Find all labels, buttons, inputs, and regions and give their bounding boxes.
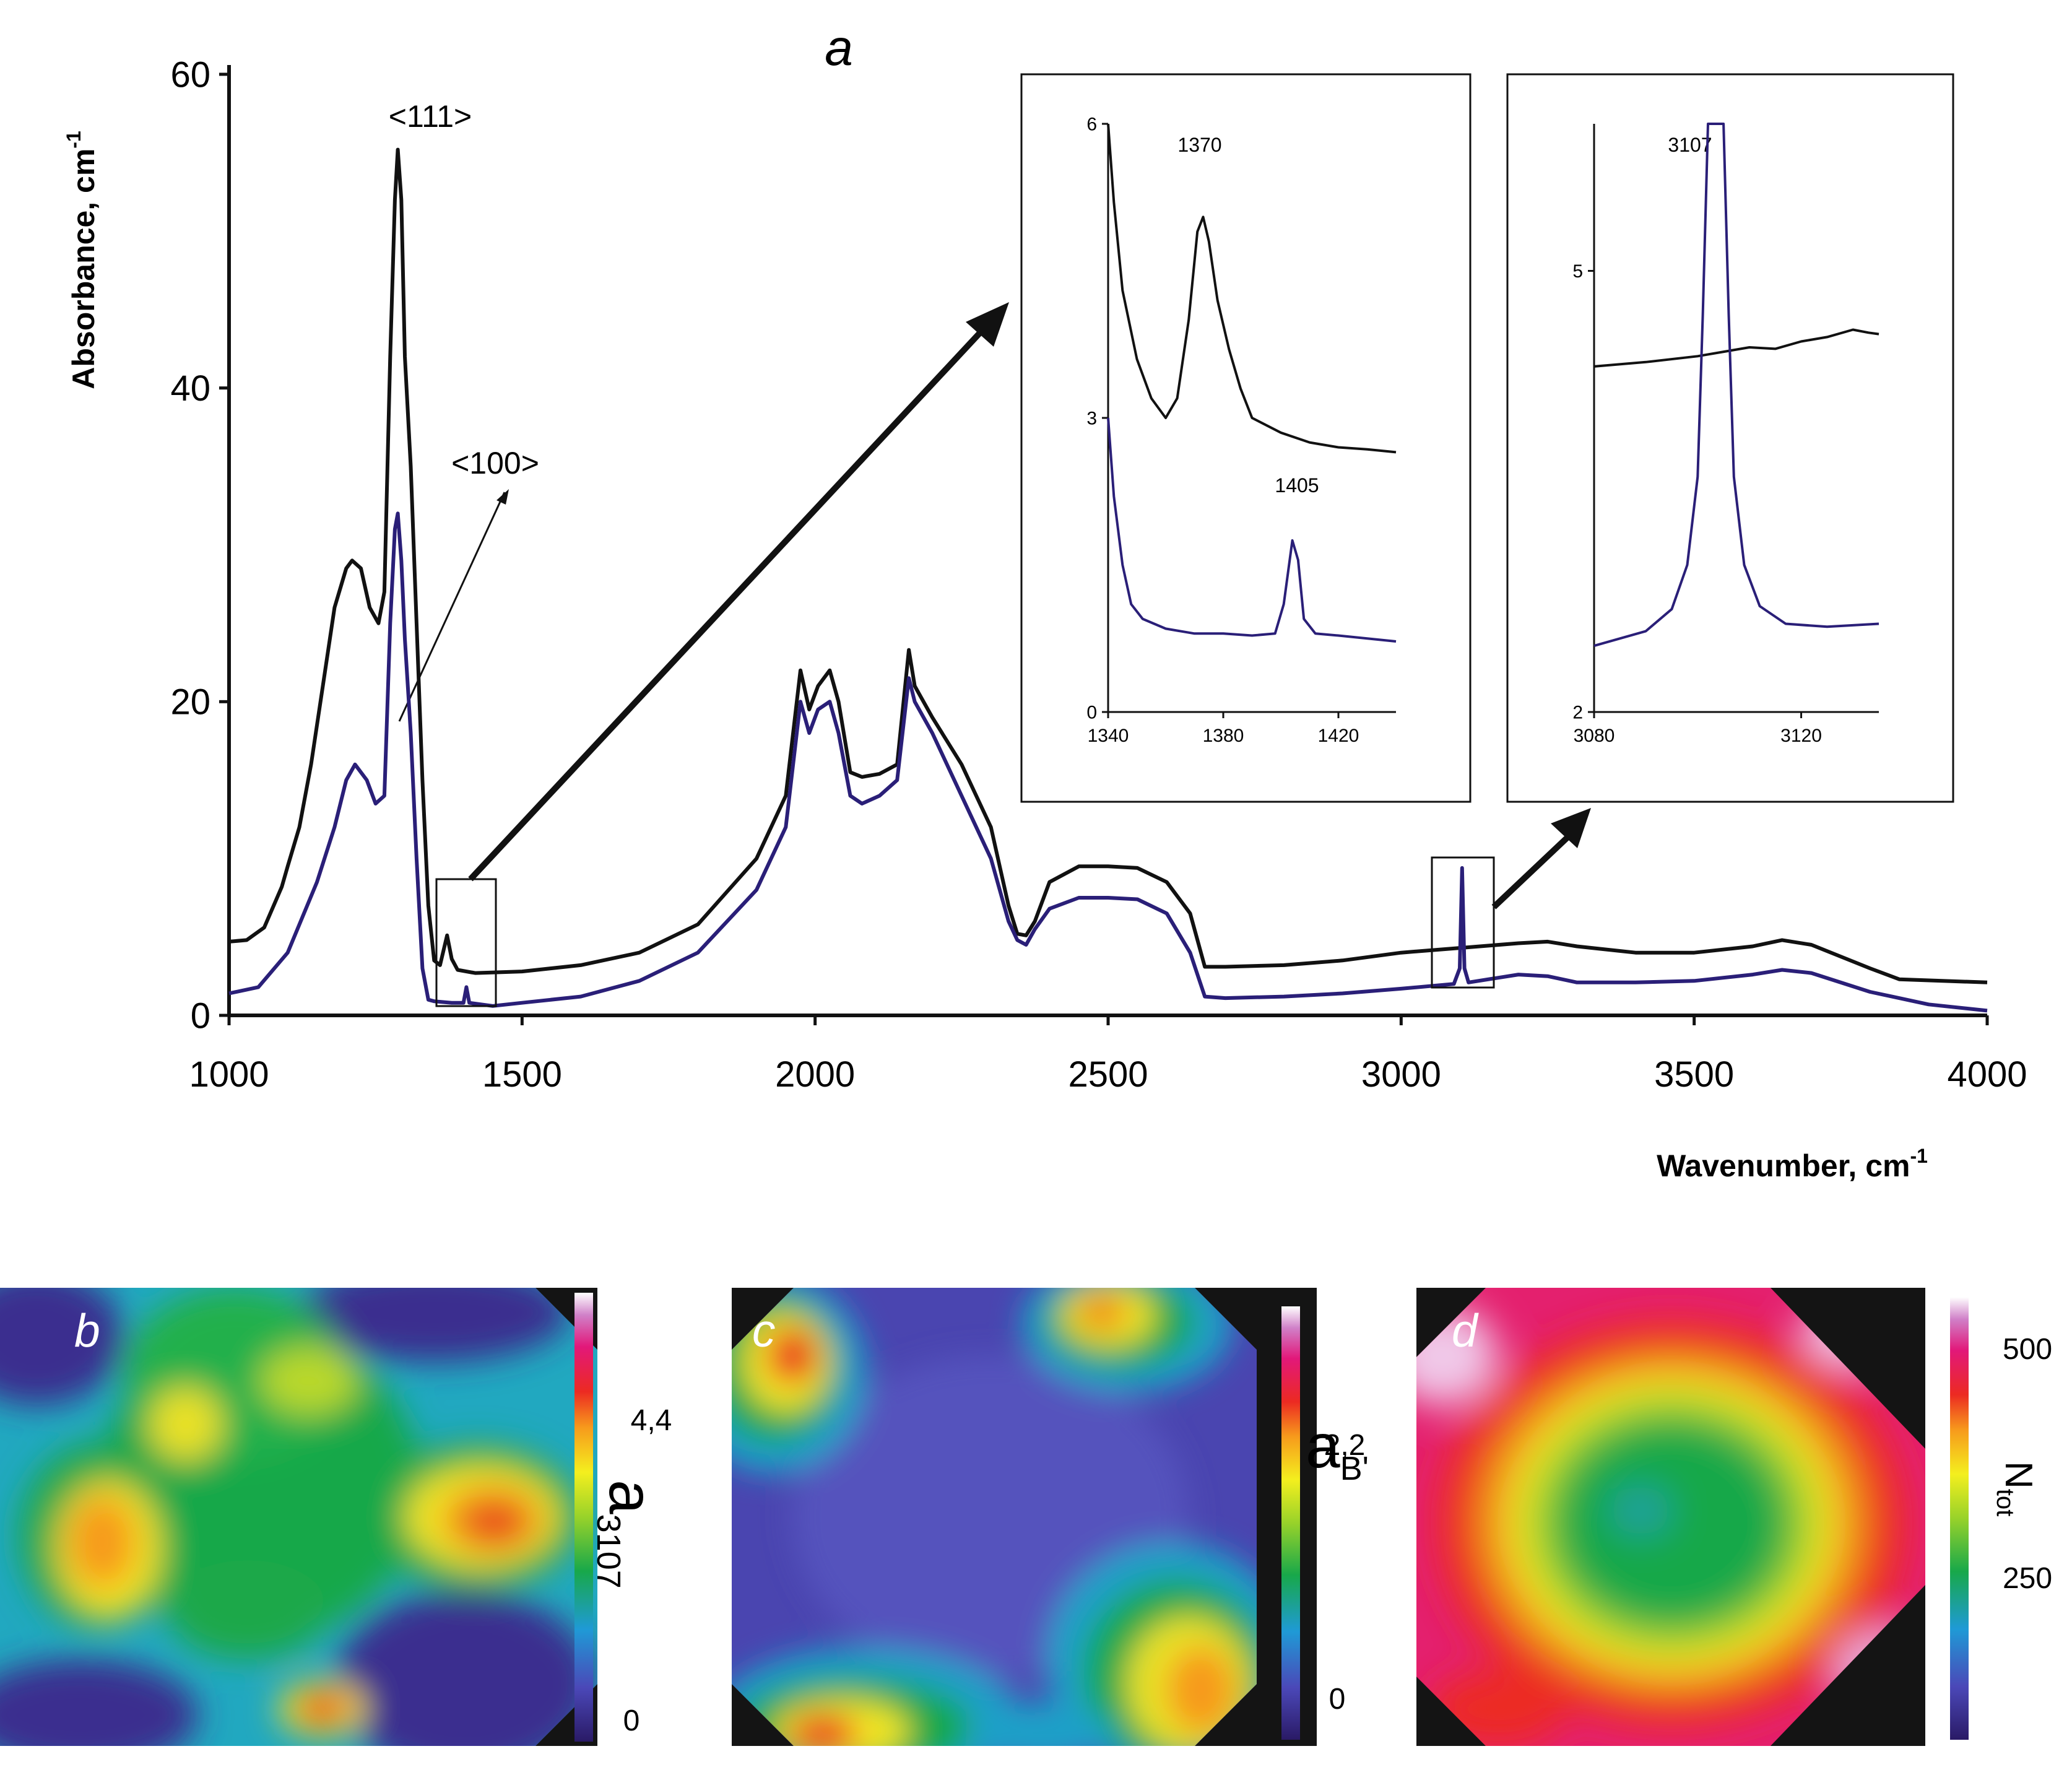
annotation-100: <100>: [451, 446, 539, 480]
heatmap-b: b 4,4 0 a3107: [0, 1288, 672, 1746]
main-series-blue-line: [228, 511, 1988, 1013]
inset-3107-x-tick-label: 3080: [1574, 726, 1615, 746]
heatmap-b-colorbar-tick-max: 4,4: [631, 1404, 672, 1437]
main-x-tick-label: 3500: [1654, 1054, 1734, 1095]
heatmap-d-field: [1416, 1288, 1925, 1746]
main-x-tick-label: 1000: [189, 1054, 269, 1095]
main-y-tick-label: 20: [170, 682, 210, 723]
main-series-black-line: [228, 147, 1988, 984]
main-y-tick-label: 60: [170, 54, 210, 95]
inset-3107-chart: 3080 3120 2 5 3107: [1506, 73, 1954, 803]
heatmap-c-colorbar-label-sub: B': [1340, 1450, 1369, 1487]
inset-3107-x-tick-label: 3120: [1780, 726, 1822, 746]
heatmap-c: c 2,2 0 aB': [732, 1288, 1369, 1746]
zoom-box-1370: [435, 878, 497, 1007]
inset-1370-y-tick-label: 6: [1086, 115, 1097, 135]
heatmap-b-panel-label: b: [74, 1305, 100, 1357]
main-x-tick-label: 4000: [1947, 1054, 2027, 1095]
inset-1370-annotation-1405: 1405: [1275, 474, 1319, 497]
inset-1370-x-tick-label: 1420: [1318, 726, 1359, 746]
inset-3107-series-blue-line: [1593, 123, 1879, 648]
heatmap-c-colorbar: [1281, 1306, 1300, 1740]
heatmap-d-colorbar-tick-min: 250: [2003, 1562, 2052, 1595]
zoom-arrow-1: [468, 326, 987, 882]
heatmap-b-colorbar-tick-min: 0: [623, 1704, 640, 1737]
y-axis-label: Absorbance, cm-1: [63, 131, 101, 389]
heatmap-d-colorbar-tick-max: 500: [2003, 1333, 2052, 1366]
y-axis-label-main: Absorbance, cm: [66, 149, 101, 389]
heatmap-d: d 500 250 Ntot: [1416, 1288, 2052, 1746]
zoom-arrowhead-1: [966, 302, 1009, 347]
inset-1370-chart: 1340 1380 1420 0 3 6 1370 1405: [1020, 73, 1472, 803]
heatmap-c-colorbar-tick-min: 0: [1329, 1683, 1346, 1716]
main-x-tick-label: 1500: [482, 1054, 562, 1095]
inset-3107-series-black-line: [1593, 328, 1879, 368]
panel-label-a: a: [825, 20, 853, 76]
x-axis-label-sup: -1: [1910, 1145, 1927, 1167]
main-x-tick-label: 2000: [775, 1054, 855, 1095]
heatmap-c-colorbar-label-main: a: [1306, 1412, 1340, 1481]
heatmap-c-colorbar-label: aB': [1306, 1412, 1369, 1487]
main-y-tick-label: 40: [170, 368, 210, 409]
heatmap-d-colorbar-label-sub: tot: [1992, 1489, 2019, 1516]
main-x-tick-label: 3000: [1361, 1054, 1441, 1095]
heatmap-d-colorbar-label-main: N: [1997, 1461, 2040, 1489]
heatmap-b-colorbar-label-sub: 3107: [590, 1514, 627, 1589]
heatmap-b-colorbar-label-main: a: [596, 1480, 665, 1514]
inset-1370-series-blue-line: [1107, 417, 1397, 643]
heatmap-d-colorbar: [1950, 1297, 1969, 1740]
y-axis-label-sup: -1: [63, 131, 85, 148]
heatmap-d-panel-label: d: [1452, 1305, 1479, 1357]
x-axis-label-main: Wavenumber, cm: [1657, 1148, 1910, 1183]
inset-1370-annotation-1370: 1370: [1177, 134, 1221, 156]
heatmap-b-field: [0, 1288, 597, 1746]
zoom-arrowhead-2: [1551, 808, 1591, 848]
annotation-100-arrowhead: [496, 489, 509, 505]
inset-1370-frame: [1020, 73, 1472, 803]
inset-3107-y-tick-label: 2: [1572, 703, 1583, 723]
annotation-100-pointer: [398, 492, 506, 722]
heatmap-b-colorbar-label: a3107: [590, 1480, 665, 1589]
inset-3107-frame: [1506, 73, 1954, 803]
heatmap-d-colorbar-label: Ntot: [1992, 1461, 2040, 1516]
zoom-box-3107: [1431, 856, 1495, 989]
heatmap-b-colorbar: [574, 1293, 593, 1742]
inset-1370-x-tick-label: 1380: [1203, 726, 1244, 746]
heatmap-c-panel-label: c: [752, 1305, 776, 1357]
heatmap-c-colorbar-tick-max: 2,2: [1324, 1429, 1366, 1462]
inset-1370-y-tick-label: 3: [1086, 409, 1097, 429]
main-y-tick-label: 0: [191, 996, 210, 1036]
inset-1370-x-tick-label: 1340: [1088, 726, 1129, 746]
main-x-tick-label: 2500: [1068, 1054, 1148, 1095]
inset-3107-y-tick-label: 5: [1572, 261, 1583, 282]
zoom-arrow-2: [1491, 830, 1575, 910]
inset-1370-series-black-line: [1107, 123, 1397, 454]
annotation-111: <111>: [389, 99, 472, 134]
inset-3107-annotation-3107: 3107: [1668, 134, 1712, 156]
x-axis-label: Wavenumber, cm-1: [1657, 1145, 1928, 1183]
inset-1370-y-tick-label: 0: [1086, 703, 1097, 723]
